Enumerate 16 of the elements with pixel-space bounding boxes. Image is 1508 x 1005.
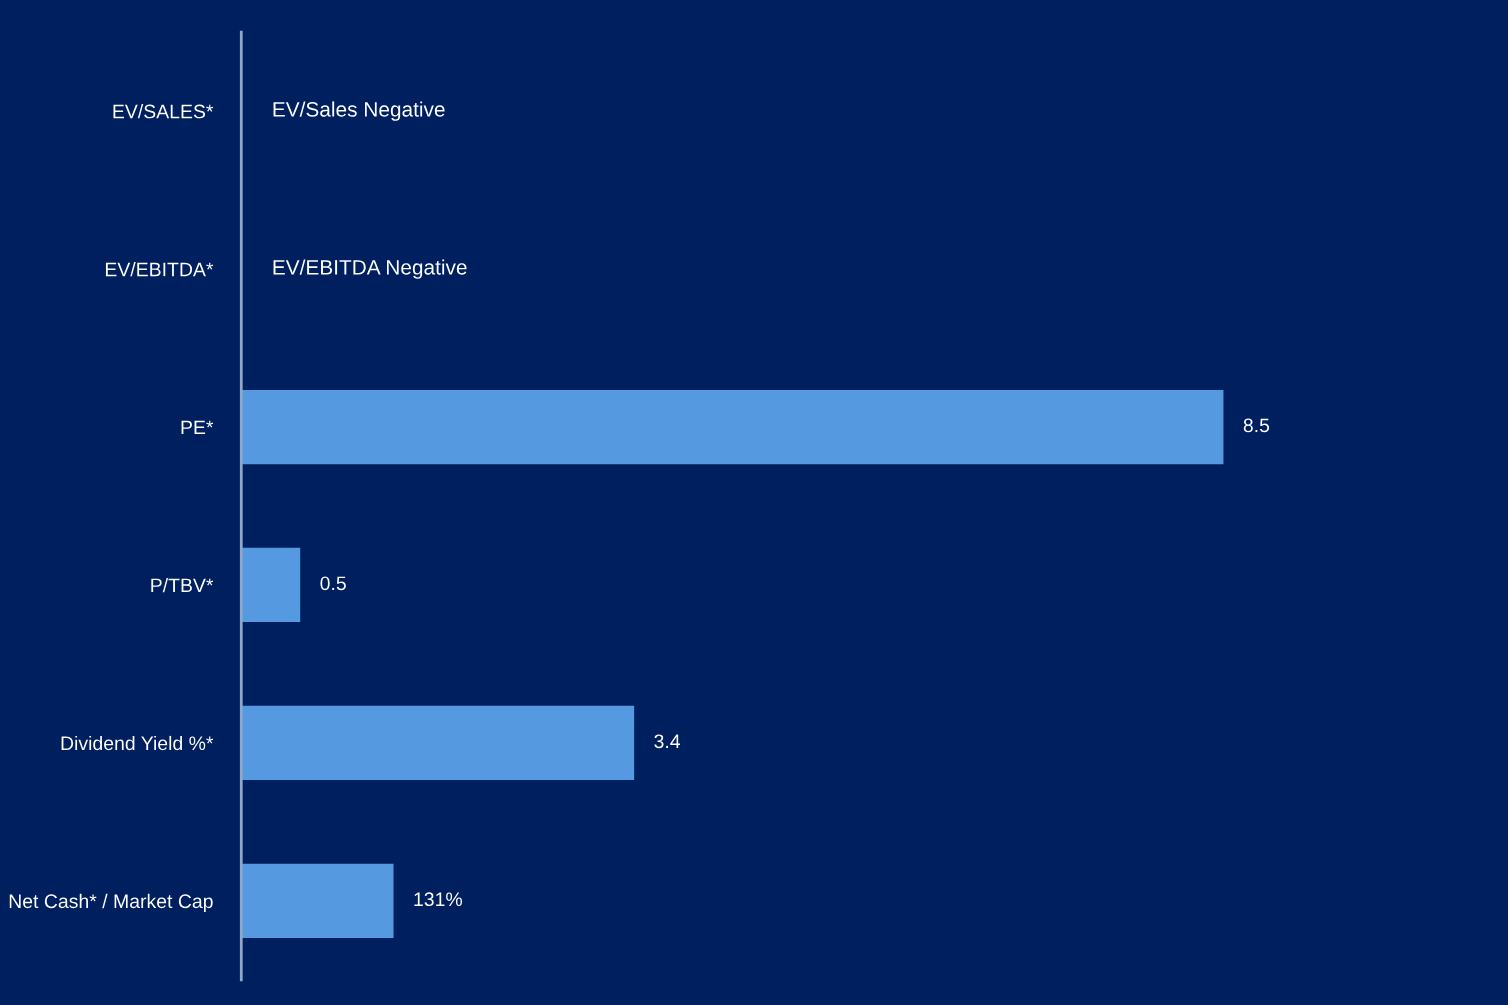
bar (241, 863, 394, 939)
bar (241, 389, 1224, 465)
y-tick-label: EV/EBITDA* (105, 262, 214, 277)
bar (241, 547, 301, 623)
text: 8.5 (1243, 418, 1270, 433)
text: 3.4 (654, 734, 681, 749)
y-tick-label: P/TBV* (151, 577, 214, 593)
bar (241, 705, 635, 781)
y-tick-label: PE* (181, 420, 214, 435)
text: 0.5 (320, 576, 346, 591)
annotation: EV/EBITDA Negative (273, 259, 467, 279)
y-tick-label: Dividend Yield %* (61, 735, 214, 751)
annotation: EV/Sales Negative (273, 101, 445, 121)
text: 131% (414, 892, 462, 907)
y-tick-label: EV/SALES* (113, 104, 214, 119)
y-tick-label: Net Cash* / Market Cap (9, 893, 213, 912)
